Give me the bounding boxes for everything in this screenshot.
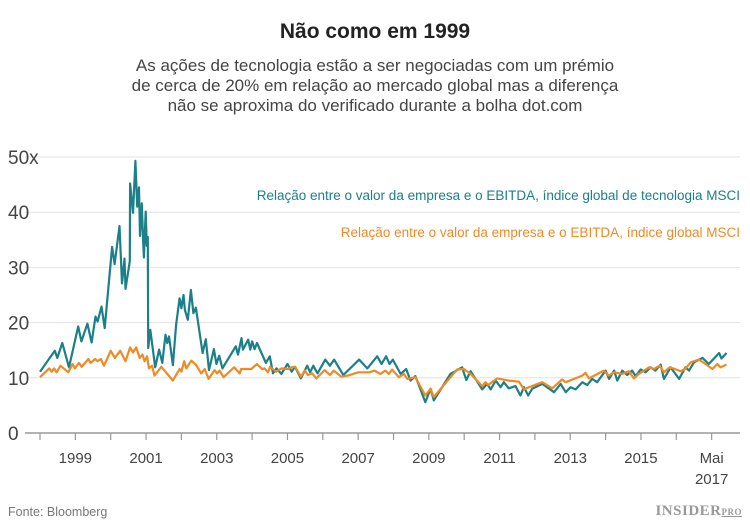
y-tick-label: 50x: [8, 148, 39, 169]
subtitle-line: não se aproxima do verificado durante a …: [167, 96, 583, 115]
x-tick-label: 2017: [695, 471, 728, 488]
subtitle-line: de cerca de 20% em relação ao mercado gl…: [131, 76, 619, 95]
x-tick-label: 2005: [271, 450, 304, 467]
chart-subtitle: As ações de tecnologia estão a ser negoc…: [60, 56, 690, 116]
x-tick-label: 2015: [624, 450, 657, 467]
x-tick-label: 2011: [483, 450, 515, 467]
y-tick-label: 20: [8, 314, 29, 335]
legend-label-tech: Relação entre o valor da empresa e o EBI…: [257, 188, 740, 203]
x-tick-label: 2009: [412, 450, 445, 467]
y-tick-label: 30: [8, 258, 29, 279]
x-tick-label: 2003: [200, 450, 233, 467]
subtitle-line: As ações de tecnologia estão a ser negoc…: [135, 56, 615, 75]
logo-sup: PRO: [721, 507, 742, 517]
chart-title: Não como em 1999: [279, 20, 471, 43]
logo-main: INSIDER: [655, 503, 722, 519]
series-line: [39, 346, 727, 399]
y-tick-label: 10: [8, 369, 29, 390]
x-tick-label: 2007: [341, 450, 374, 467]
x-tick-label: 1999: [59, 450, 92, 467]
legend-label-global: Relação entre o valor da empresa e o EBI…: [341, 225, 740, 240]
x-tick-label: 2013: [554, 450, 587, 467]
insider-pro-logo: INSIDERPRO: [655, 503, 742, 520]
x-tick-label: 2001: [129, 450, 162, 467]
source-note: Fonte: Bloomberg: [8, 505, 108, 519]
x-tick-label: Mai: [700, 450, 724, 467]
y-tick-label: 0: [8, 424, 19, 445]
y-tick-label: 40: [8, 203, 29, 224]
